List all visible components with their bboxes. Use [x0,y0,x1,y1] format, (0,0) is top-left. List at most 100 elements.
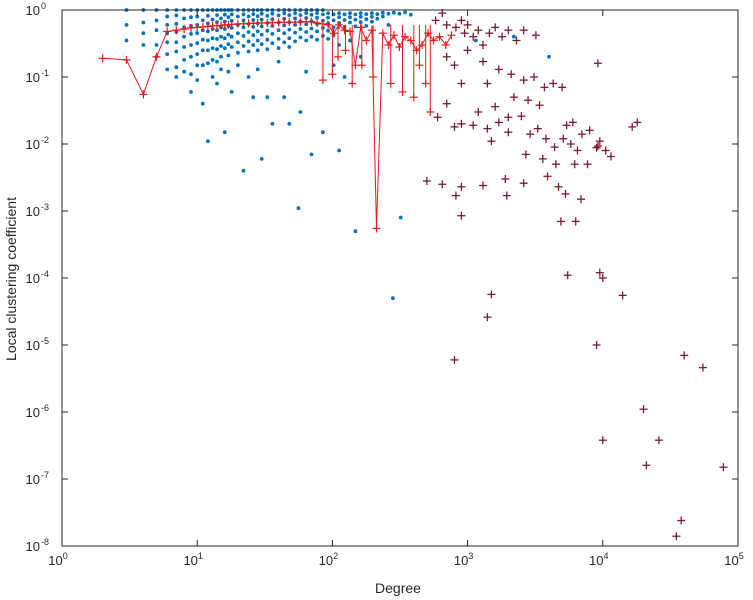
series-marker [180,25,189,33]
data-point [487,137,496,146]
data-point [229,34,234,39]
data-point [403,10,407,15]
series-marker [409,93,418,102]
series-marker [318,19,327,28]
data-point [342,12,347,17]
data-point [182,16,187,21]
data-point [219,34,223,39]
data-point [309,152,314,157]
series-marker [435,32,444,41]
data-point [206,13,210,18]
data-point [550,143,559,152]
data-point [463,46,472,55]
data-point [154,43,159,47]
data-point [502,191,511,200]
data-point [348,20,352,25]
data-point [479,181,487,190]
data-point [226,69,231,74]
data-point [517,112,526,121]
series-marker [412,46,421,55]
data-point [457,79,466,88]
data-point [538,154,547,163]
data-point [246,75,251,79]
series-marker [328,70,337,79]
data-point [450,122,459,131]
data-point [165,40,170,45]
data-point [222,46,227,50]
data-point [182,45,187,49]
y-tick-exponent: -8 [41,537,49,547]
data-point [353,17,358,22]
data-point [504,113,513,122]
y-tick-exponent: -2 [41,135,49,145]
data-point [364,24,369,28]
data-point [215,28,219,33]
data-point [353,24,358,29]
series-marker [389,31,398,40]
data-point [570,160,579,169]
data-point [598,274,607,282]
data-point [154,18,159,23]
data-point [348,11,352,16]
data-point [431,16,440,25]
data-point [215,47,219,52]
data-point [451,191,460,200]
data-point [542,134,550,143]
data-point [195,41,200,46]
series-marker [421,79,430,88]
series-marker [163,27,172,36]
data-point [342,18,347,22]
data-point [556,217,565,226]
data-point [200,18,205,23]
data-point [210,17,215,22]
y-tick-label: 10 [26,70,40,85]
data-point [206,38,210,43]
data-point [358,20,363,24]
data-point [595,137,604,146]
data-point [195,63,200,68]
data-point [219,54,223,59]
data-point [124,23,129,27]
data-point [358,15,363,19]
data-point [222,130,227,135]
data-point [551,160,560,169]
data-point [215,59,219,64]
data-point [509,93,518,102]
data-point [563,271,572,280]
y-tick-label: 10 [26,204,40,219]
data-point [392,10,396,15]
y-tick-exponent: 0 [41,1,46,11]
data-point [154,28,159,33]
series-marker [172,26,181,35]
data-point [226,15,231,20]
series-marker [346,27,354,36]
data-point [450,355,459,364]
x-tick-label: 100 [48,551,67,568]
data-point [628,122,637,131]
data-point [287,45,292,49]
data-point [370,19,374,24]
data-point [530,73,538,81]
data-point [236,40,240,45]
data-point [397,11,402,16]
data-point [165,67,170,72]
data-point [562,121,571,130]
data-point [601,146,610,155]
series-marker [395,43,404,51]
series-marker [351,61,360,70]
y-tick-exponent: -4 [41,269,49,279]
data-point [182,34,187,39]
data-point [554,182,563,191]
x-tick-label: 103 [454,551,473,568]
data-point [236,63,240,68]
data-point [174,13,179,18]
data-point [585,126,594,135]
data-point [326,15,330,20]
series-marker [372,224,381,233]
data-point [353,12,358,17]
data-point [206,61,210,66]
data-point [524,96,533,105]
data-point [380,14,385,19]
data-point [182,69,187,74]
data-point [535,101,544,110]
